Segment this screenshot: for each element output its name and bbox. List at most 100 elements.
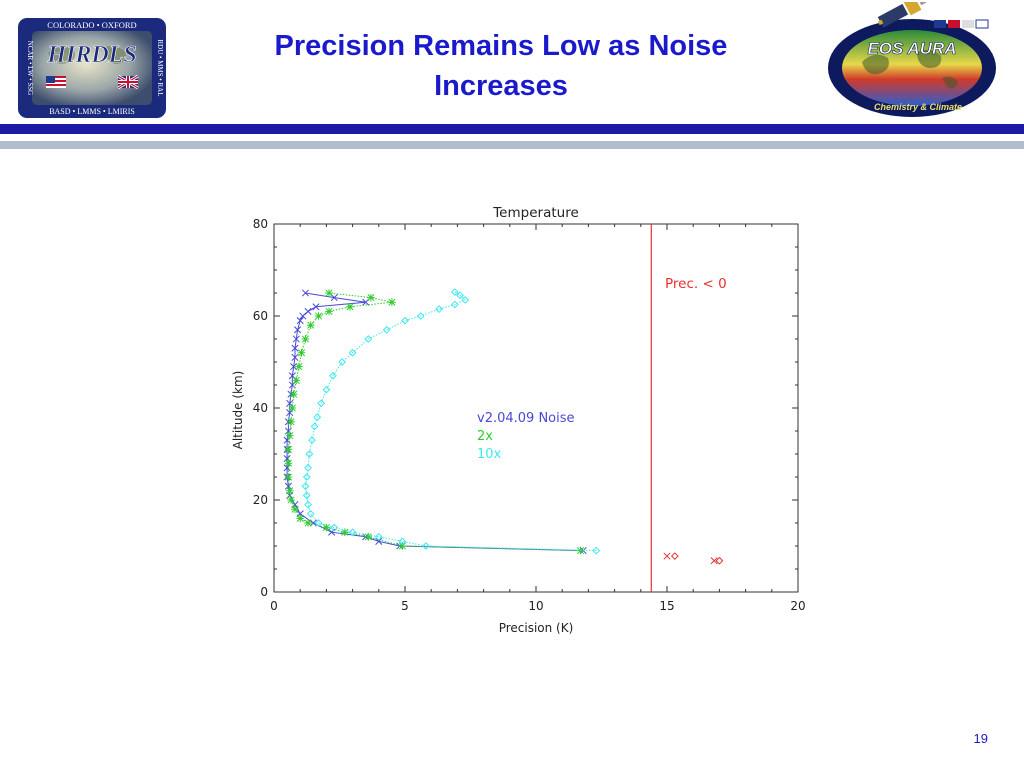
y-tick-label: 80 bbox=[253, 217, 268, 231]
series-2x-point bbox=[322, 523, 331, 532]
prec-negative-point bbox=[710, 557, 718, 565]
slide-title-line-2: Increases bbox=[434, 70, 568, 102]
x-tick-label: 10 bbox=[528, 599, 543, 613]
series-10x-point bbox=[422, 542, 430, 550]
series-2x-point bbox=[301, 335, 310, 343]
prec-negative-point bbox=[663, 552, 671, 560]
series-10x-point bbox=[461, 295, 470, 304]
series-v2-point bbox=[312, 303, 320, 311]
slide-title: Precision Remains Low as Noise Increases bbox=[190, 26, 812, 106]
eos-aura-emblem-icon: EOS AURA Chemistry & Climate bbox=[828, 0, 996, 117]
series-10x-point bbox=[313, 413, 322, 422]
legend-entry-2x: 2x bbox=[477, 429, 493, 444]
series-v2-point bbox=[294, 326, 302, 334]
series-v2-line bbox=[286, 292, 584, 552]
hirdls-name: HIRDLS bbox=[46, 42, 136, 68]
series-10x-point bbox=[364, 335, 373, 343]
prec-negative-annotation: Prec. < 0 bbox=[665, 276, 727, 292]
series-2x-point bbox=[295, 362, 303, 371]
uk-flag-icon bbox=[117, 74, 139, 90]
partner-flags-icon bbox=[934, 19, 989, 29]
series-2x-point bbox=[288, 404, 297, 412]
series-v2-point bbox=[291, 344, 299, 352]
hirdls-top-text: COLORADO • OXFORD bbox=[47, 20, 136, 30]
series-2x-point bbox=[388, 298, 396, 306]
series-10x-point bbox=[301, 482, 310, 491]
hirdls-emblem-icon: HIRDLS COLORADO • OXFORD BASD • LMMS • L… bbox=[18, 18, 166, 118]
chart-title: Temperature bbox=[492, 205, 579, 221]
series-10x-point bbox=[305, 450, 314, 458]
series-2x-point bbox=[284, 445, 293, 454]
series-10x-point bbox=[450, 300, 459, 309]
temperature-precision-chart: Temperature Altitude (km) Precision (K) … bbox=[220, 195, 820, 645]
series-10x-point bbox=[310, 422, 319, 431]
series-10x-point bbox=[322, 385, 331, 394]
series-10x-point bbox=[456, 291, 464, 300]
series-2x-point bbox=[284, 473, 293, 481]
series-2x-point bbox=[287, 496, 295, 504]
series-10x-point bbox=[382, 325, 391, 334]
hirdls-left-text: NCAR • LW • SSG bbox=[26, 41, 34, 95]
slide-number: 19 bbox=[973, 731, 988, 746]
hirdls-right-text: RDU • MMS • RAL bbox=[156, 39, 164, 96]
prec-negative-point bbox=[715, 556, 724, 565]
eos-aura-name: EOS AURA bbox=[867, 39, 956, 58]
series-2x-point bbox=[304, 519, 312, 527]
series-10x-point bbox=[416, 312, 425, 320]
series-10x-point bbox=[304, 500, 312, 509]
hirdls-logo: HIRDLS COLORADO • OXFORD BASD • LMMS • L… bbox=[18, 18, 166, 118]
x-tick-label: 20 bbox=[790, 599, 805, 613]
series-2x-point bbox=[291, 505, 299, 513]
series-10x-line bbox=[304, 291, 597, 552]
series-10x-point bbox=[330, 523, 339, 532]
series-10x-point bbox=[308, 436, 316, 445]
series-v2-point bbox=[292, 335, 300, 343]
series-10x-point bbox=[329, 371, 337, 380]
x-tick-label: 5 bbox=[401, 599, 409, 613]
series-2x-point bbox=[285, 487, 294, 495]
series-v2-point bbox=[284, 482, 292, 490]
us-flag-icon bbox=[46, 76, 66, 88]
series-2x-point bbox=[364, 533, 373, 541]
series-v2-point bbox=[291, 353, 299, 361]
series-10x-point bbox=[592, 546, 601, 555]
series-2x-point bbox=[367, 293, 375, 302]
series-10x-point bbox=[302, 473, 311, 481]
legend-entry-v2: v2.04.09 Noise bbox=[477, 411, 575, 426]
series-2x-point bbox=[325, 289, 333, 297]
series-10x-point bbox=[348, 528, 357, 537]
series-2x-point bbox=[292, 376, 301, 385]
series-2x-point bbox=[325, 307, 333, 316]
y-axis-label: Altitude (km) bbox=[231, 371, 245, 450]
header-rule-light bbox=[0, 141, 1024, 149]
x-axis-label: Precision (K) bbox=[499, 621, 574, 635]
series-2x-point bbox=[398, 542, 407, 550]
series-10x-point bbox=[348, 348, 357, 357]
series-v2-point bbox=[290, 363, 298, 371]
series-10x-point bbox=[374, 532, 383, 541]
series-2x-point bbox=[297, 349, 306, 357]
legend-entry-10x: 10x bbox=[477, 447, 502, 462]
series-10x-point bbox=[450, 288, 459, 296]
slide-title-line-1: Precision Remains Low as Noise bbox=[274, 30, 728, 62]
series-2x-point bbox=[287, 418, 295, 426]
series-2x-point bbox=[284, 459, 293, 467]
series-10x-point bbox=[398, 537, 407, 546]
y-tick-label: 0 bbox=[260, 585, 268, 599]
series-10x-point bbox=[314, 519, 323, 527]
series-10x-point bbox=[304, 463, 312, 472]
eos-aura-tagline: Chemistry & Climate bbox=[874, 102, 962, 112]
y-tick-label: 60 bbox=[253, 309, 268, 323]
header-rule-dark bbox=[0, 124, 1024, 134]
series-10x-point bbox=[302, 491, 311, 500]
series-10x-point bbox=[306, 509, 315, 518]
series-2x-point bbox=[306, 321, 315, 329]
series-10x-point bbox=[317, 399, 326, 408]
series-v2-point bbox=[283, 455, 291, 463]
series-v2-point bbox=[304, 307, 312, 315]
y-tick-label: 40 bbox=[253, 401, 268, 415]
series-2x-point bbox=[314, 312, 323, 320]
hirdls-bottom-text: BASD • LMMS • LMIRIS bbox=[49, 107, 135, 116]
series-v2-point bbox=[296, 317, 304, 325]
series-v2-point bbox=[283, 464, 291, 472]
